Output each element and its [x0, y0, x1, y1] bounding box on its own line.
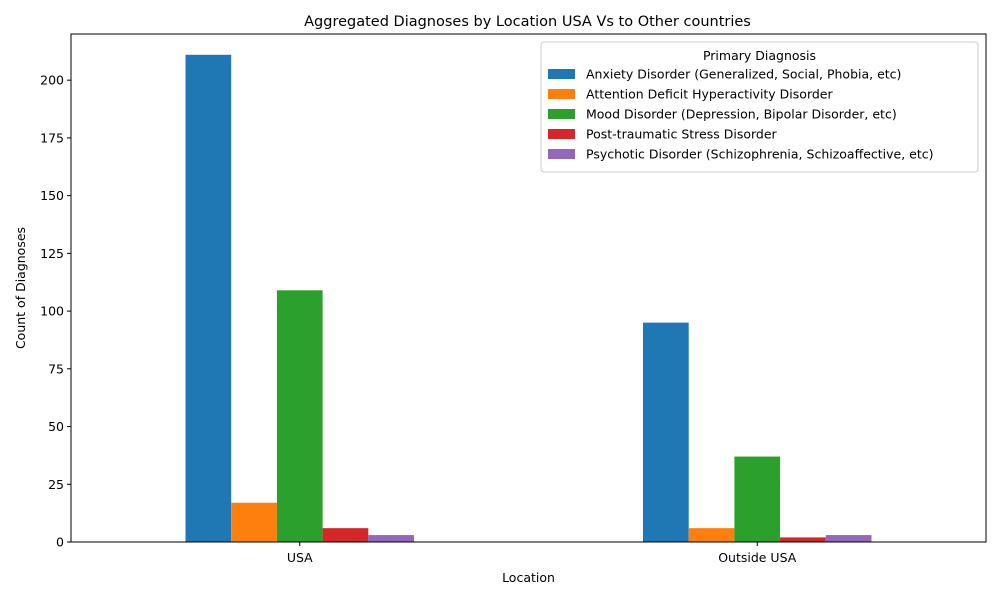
- y-tick-label: 125: [40, 246, 64, 261]
- y-tick-label: 0: [56, 535, 64, 550]
- legend-label: Mood Disorder (Depression, Bipolar Disor…: [586, 107, 897, 122]
- chart-title: Aggregated Diagnoses by Location USA Vs …: [304, 14, 751, 30]
- legend-label: Attention Deficit Hyperactivity Disorder: [586, 87, 833, 102]
- x-axis-label: Location: [502, 570, 555, 585]
- bar-outside-usa-series-0: [643, 322, 689, 542]
- legend-label: Psychotic Disorder (Schizophrenia, Schiz…: [586, 147, 934, 162]
- y-tick-label: 100: [40, 304, 64, 319]
- y-tick-label: 150: [40, 188, 64, 203]
- x-tick-label: USA: [287, 550, 313, 565]
- bar-outside-usa-series-3: [780, 537, 826, 542]
- bar-usa-series-0: [185, 54, 232, 542]
- y-tick-label: 75: [48, 361, 64, 376]
- x-tick-label: Outside USA: [718, 550, 797, 565]
- legend-swatch: [548, 109, 575, 119]
- legend-label: Post-traumatic Stress Disorder: [586, 127, 778, 142]
- x-axis-ticks: USA Outside USA: [287, 542, 797, 565]
- legend-box: [540, 41, 979, 173]
- y-axis-label: Count of Diagnoses: [13, 227, 28, 349]
- bar-usa-series-3: [322, 528, 369, 542]
- legend-swatch: [548, 89, 575, 99]
- bar-usa-series-1: [231, 502, 277, 542]
- legend: Primary Diagnosis Anxiety Disorder (Gene…: [540, 41, 979, 173]
- plot-frame: [70, 33, 987, 543]
- bar-usa-series-2: [276, 290, 323, 542]
- y-tick-label: 25: [48, 477, 64, 492]
- legend-label: Anxiety Disorder (Generalized, Social, P…: [586, 67, 901, 82]
- y-axis-ticks: 0 25 50 75 100 125 150 175 200: [40, 73, 71, 550]
- bar-outside-usa-series-2: [734, 456, 781, 542]
- legend-swatch: [548, 149, 575, 159]
- legend-title: Primary Diagnosis: [703, 48, 816, 63]
- bar-usa-series-4: [368, 535, 414, 542]
- legend-items: Anxiety Disorder (Generalized, Social, P…: [548, 67, 934, 162]
- y-tick-label: 175: [40, 130, 64, 145]
- legend-swatch: [548, 69, 575, 79]
- bar-outside-usa-series-4: [825, 535, 872, 542]
- y-tick-label: 50: [48, 419, 64, 434]
- bar-outside-usa-series-1: [688, 528, 735, 542]
- bars-group: [185, 54, 872, 542]
- y-tick-label: 200: [40, 73, 64, 88]
- legend-swatch: [548, 129, 575, 139]
